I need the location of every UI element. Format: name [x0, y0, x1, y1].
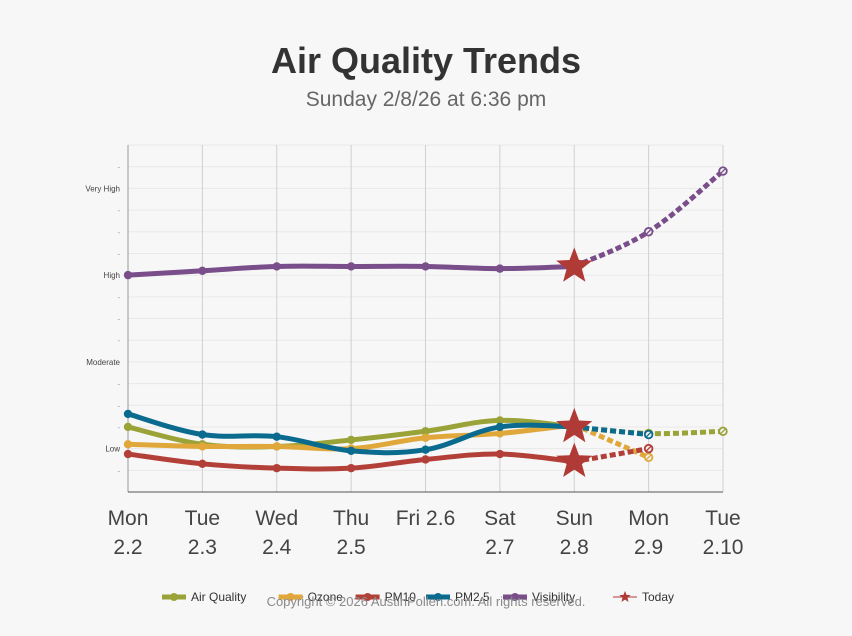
legend-item-visibility: Visibility: [503, 590, 575, 604]
y-minor-tick: -: [118, 295, 121, 302]
y-minor-tick: -: [118, 338, 121, 345]
ozone-point: [495, 429, 505, 438]
pm10-point: [421, 455, 430, 464]
legend-item-pm10: PM10: [355, 590, 417, 604]
x-tick-label: Tue: [705, 507, 740, 530]
y-minor-tick: -: [118, 425, 121, 432]
pm2-5-point: [198, 430, 207, 439]
air-quality-point: [495, 416, 505, 425]
legend-label: Air Quality: [191, 590, 246, 604]
legend-swatch-point: [363, 593, 372, 601]
pm2-5-forecast-hatch: [645, 431, 652, 438]
pm2-5-point: [495, 422, 505, 432]
today-star: [556, 442, 593, 477]
y-minor-tick: -: [118, 230, 121, 237]
legend-label: Today: [642, 590, 674, 604]
x-tick-label-date: 2.4: [262, 536, 292, 559]
x-tick-label: Sat: [484, 507, 516, 530]
x-tick-label: Mon: [108, 507, 149, 530]
visibility-forecast-hatch: [720, 168, 726, 174]
chart-title: Air Quality Trends: [270, 40, 582, 81]
visibility-point: [421, 262, 430, 271]
y-minor-tick: -: [118, 317, 121, 324]
legend-label: PM2.5: [455, 590, 490, 604]
legend-swatch-point: [434, 593, 442, 601]
visibility-point: [272, 262, 281, 271]
x-tick-label: Thu: [333, 507, 369, 530]
legend-item-ozone: Ozone: [278, 590, 344, 604]
series-group: [123, 166, 728, 473]
pm2-5-point: [272, 432, 281, 441]
pm10-point: [198, 459, 207, 469]
y-minor-tick: -: [118, 382, 121, 389]
air-quality-forecast-hatch: [720, 428, 726, 435]
visibility-point: [123, 270, 133, 280]
air-quality-point: [123, 422, 133, 432]
x-tick-label-date: 2.2: [113, 536, 142, 559]
legend-label: Ozone: [308, 590, 344, 604]
x-tick-label: Tue: [185, 507, 220, 530]
y-tick-label: Very High: [85, 184, 120, 193]
x-tick-label-date: 2.7: [485, 536, 514, 559]
legend-item-air-quality: Air Quality: [162, 590, 246, 604]
ozone-forecast-hatch: [645, 454, 652, 461]
x-axis: Mon 2.2 Tue 2.3 Wed 2.4 Thu 2.5 Fri 2.6 Sat 2.7 Sun…: [108, 507, 744, 559]
pm10-point: [346, 463, 356, 473]
legend-item-today: Today: [613, 590, 674, 604]
legend-swatch-point: [511, 593, 519, 601]
y-minor-tick: -: [118, 403, 121, 410]
legend: Air Quality Ozone PM10 PM2.5 Visibility Today: [162, 590, 674, 604]
x-tick-label: Wed: [255, 507, 298, 530]
y-minor-tick: -: [118, 208, 121, 215]
x-tick-label: Sun: [556, 507, 593, 530]
legend-label: PM10: [385, 590, 417, 604]
air-quality-point: [421, 427, 430, 436]
today-star: [556, 247, 593, 282]
pm2-5-point: [123, 409, 133, 419]
pm2-5-point: [421, 445, 430, 454]
legend-swatch-point: [286, 593, 295, 601]
x-tick-label: Mon: [628, 507, 669, 530]
visibility-point: [346, 262, 356, 271]
visibility-point: [198, 266, 207, 275]
today-star: [556, 407, 593, 443]
y-tick-label: High: [104, 271, 120, 280]
ozone-point: [421, 433, 430, 442]
visibility-point: [495, 264, 505, 273]
y-minor-tick: -: [118, 165, 121, 172]
pm2-5-point: [346, 446, 356, 455]
chart-subtitle: Sunday 2/8/26 at 6:36 pm: [305, 88, 547, 111]
x-tick-label-date: 2.5: [337, 536, 366, 559]
legend-item-pm2-5: PM2.5: [426, 590, 490, 604]
ozone-point: [123, 440, 133, 449]
ozone-point: [198, 442, 207, 451]
ozone-point: [272, 442, 281, 451]
copyright-notice: Copyright © 2026 AustinPollen.com. All r…: [266, 594, 586, 609]
y-minor-tick: -: [118, 468, 121, 475]
pm10-point: [495, 449, 505, 459]
pm10-forecast-hatch: [645, 445, 652, 452]
pm10-point: [272, 463, 281, 473]
y-tick-label: Low: [105, 445, 120, 454]
legend-swatch-point: [170, 593, 178, 601]
air-quality-point: [346, 435, 356, 445]
visibility-forecast-hatch: [645, 228, 652, 235]
x-tick-label-date: 2.10: [703, 536, 744, 559]
x-tick-label-date: 2.9: [634, 536, 663, 559]
x-tick-label-date: 2.3: [188, 536, 217, 559]
y-axis: Low Moderate High Very High - - - - - - - - - - -: [85, 165, 120, 476]
legend-star-icon: [619, 591, 631, 602]
today-markers: [556, 247, 593, 477]
x-tick-label: Fri 2.6: [396, 507, 456, 530]
legend-label: Visibility: [532, 590, 575, 604]
y-minor-tick: -: [118, 251, 121, 258]
x-tick-label-date: 2.8: [560, 536, 589, 559]
y-tick-label: Moderate: [86, 358, 120, 367]
pm10-point: [123, 449, 133, 459]
